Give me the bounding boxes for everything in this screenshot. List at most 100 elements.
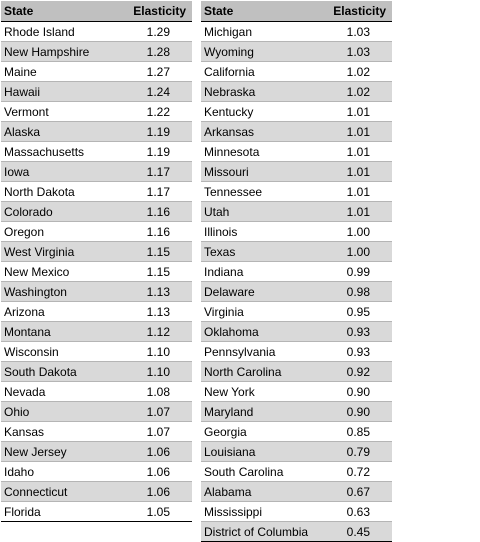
table-row: Rhode Island 1.29 (1, 21, 192, 42)
elasticity-cell: 1.02 (323, 61, 392, 82)
elasticity-cell: 1.06 (115, 481, 192, 502)
table-row: California 1.02 (201, 61, 392, 82)
elasticity-cell: 1.01 (323, 141, 392, 162)
elasticity-cell: 1.12 (115, 321, 192, 342)
state-cell: Louisiana (201, 441, 324, 462)
table-row: Tennessee 1.01 (201, 181, 392, 202)
elasticity-cell: 1.19 (115, 141, 192, 162)
elasticity-column-header: Elasticity (115, 1, 192, 22)
table-row: Indiana 0.99 (201, 261, 392, 282)
elasticity-cell: 1.06 (115, 441, 192, 462)
table-row: Vermont 1.22 (1, 101, 192, 122)
table-row: Nebraska 1.02 (201, 81, 392, 102)
elasticity-cell: 1.29 (115, 21, 192, 42)
elasticity-cell: 1.24 (115, 81, 192, 102)
table-row: Idaho 1.06 (1, 461, 192, 482)
state-cell: Kansas (1, 421, 115, 442)
state-cell: Kentucky (201, 101, 324, 122)
state-cell: New Mexico (1, 261, 115, 282)
table-row: Kansas 1.07 (1, 421, 192, 442)
table-row: Florida 1.05 (1, 501, 192, 522)
table-row: Missouri 1.01 (201, 161, 392, 182)
state-cell: Ohio (1, 401, 115, 422)
state-cell: Missouri (201, 161, 324, 182)
elasticity-cell: 0.63 (323, 501, 392, 522)
state-cell: California (201, 61, 324, 82)
elasticity-cell: 1.01 (323, 201, 392, 222)
table-row: Minnesota 1.01 (201, 141, 392, 162)
table-row: Texas 1.00 (201, 241, 392, 262)
elasticity-table-right: State Elasticity Michigan 1.03 Wyoming 1.03… (201, 1, 392, 542)
table-row: Connecticut 1.06 (1, 481, 192, 502)
table-row: Wyoming 1.03 (201, 41, 392, 62)
state-cell: Georgia (201, 421, 324, 442)
state-cell: Colorado (1, 201, 115, 222)
table-row: South Carolina 0.72 (201, 461, 392, 482)
state-cell: Iowa (1, 161, 115, 182)
state-cell: Utah (201, 201, 324, 222)
table-row: Washington 1.13 (1, 281, 192, 302)
table-row: Virginia 0.95 (201, 301, 392, 322)
state-cell: Indiana (201, 261, 324, 282)
elasticity-cell: 1.15 (115, 241, 192, 262)
elasticity-cell: 1.22 (115, 101, 192, 122)
table-row: Georgia 0.85 (201, 421, 392, 442)
table-row: Illinois 1.00 (201, 221, 392, 242)
state-cell: Alabama (201, 481, 324, 502)
state-cell: Nevada (1, 381, 115, 402)
elasticity-cell: 1.03 (323, 21, 392, 42)
elasticity-cell: 0.45 (323, 521, 392, 542)
table-row: New Jersey 1.06 (1, 441, 192, 462)
table-row: Arizona 1.13 (1, 301, 192, 322)
table-row: Nevada 1.08 (1, 381, 192, 402)
table-row: South Dakota 1.10 (1, 361, 192, 382)
state-column-header: State (201, 1, 324, 22)
table-row: New York 0.90 (201, 381, 392, 402)
state-cell: North Dakota (1, 181, 115, 202)
elasticity-cell: 1.01 (323, 101, 392, 122)
table-row: Maryland 0.90 (201, 401, 392, 422)
state-cell: Alaska (1, 121, 115, 142)
elasticity-cell: 0.85 (323, 421, 392, 442)
state-cell: New Jersey (1, 441, 115, 462)
elasticity-cell: 1.27 (115, 61, 192, 82)
elasticity-cell: 1.16 (115, 221, 192, 242)
state-cell: Arkansas (201, 121, 324, 142)
state-cell: Delaware (201, 281, 324, 302)
elasticity-cell: 1.06 (115, 461, 192, 482)
table-row: West Virginia 1.15 (1, 241, 192, 262)
state-cell: Minnesota (201, 141, 324, 162)
elasticity-cell: 0.92 (323, 361, 392, 382)
elasticity-cell: 1.28 (115, 41, 192, 62)
table-row: District of Columbia 0.45 (201, 521, 392, 542)
state-cell: Pennsylvania (201, 341, 324, 362)
elasticity-cell: 1.07 (115, 401, 192, 422)
elasticity-cell: 1.17 (115, 161, 192, 182)
state-cell: West Virginia (1, 241, 115, 262)
elasticity-cell: 0.95 (323, 301, 392, 322)
table-row: Delaware 0.98 (201, 281, 392, 302)
state-cell: Oklahoma (201, 321, 324, 342)
elasticity-cell: 1.01 (323, 181, 392, 202)
elasticity-cell: 1.01 (323, 121, 392, 142)
state-cell: Maryland (201, 401, 324, 422)
state-cell: Florida (1, 501, 115, 522)
table-header-row: State Elasticity (201, 1, 392, 22)
table-row: Maine 1.27 (1, 61, 192, 82)
state-cell: Michigan (201, 21, 324, 42)
table-row: Massachusetts 1.19 (1, 141, 192, 162)
state-cell: Vermont (1, 101, 115, 122)
state-cell: Wisconsin (1, 341, 115, 362)
state-cell: South Carolina (201, 461, 324, 482)
table-row: Wisconsin 1.10 (1, 341, 192, 362)
elasticity-cell: 0.67 (323, 481, 392, 502)
table-row: Utah 1.01 (201, 201, 392, 222)
elasticity-cell: 0.90 (323, 381, 392, 402)
table-row: Kentucky 1.01 (201, 101, 392, 122)
state-cell: Rhode Island (1, 21, 115, 42)
elasticity-cell: 1.07 (115, 421, 192, 442)
elasticity-column-header: Elasticity (323, 1, 392, 22)
elasticity-cell: 1.15 (115, 261, 192, 282)
state-cell: Maine (1, 61, 115, 82)
state-cell: Illinois (201, 221, 324, 242)
